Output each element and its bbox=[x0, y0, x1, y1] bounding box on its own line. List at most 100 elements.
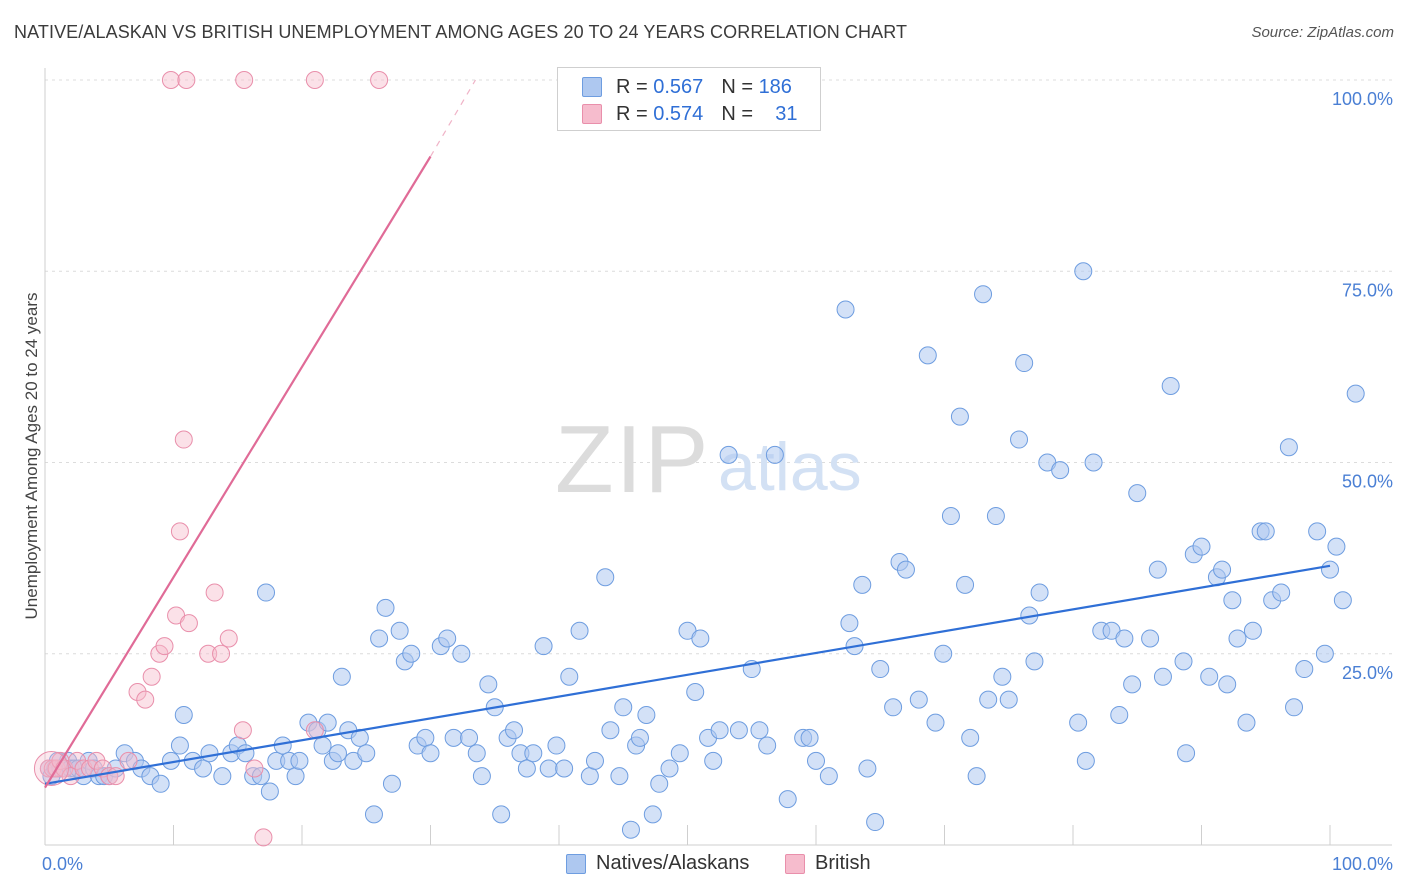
native-point bbox=[539, 759, 558, 778]
legend-row-natives: R = 0.567 N = 186 bbox=[582, 74, 792, 100]
native-point bbox=[534, 637, 553, 656]
series-legend: Natives/Alaskans British bbox=[0, 852, 1406, 876]
native-point bbox=[1256, 522, 1275, 541]
native-point bbox=[800, 728, 819, 747]
native-point bbox=[961, 728, 980, 747]
native-point bbox=[704, 751, 723, 770]
native-point bbox=[819, 767, 838, 786]
british-point bbox=[119, 751, 138, 770]
native-point bbox=[637, 705, 656, 724]
native-point bbox=[896, 560, 915, 579]
british-point bbox=[212, 644, 231, 663]
native-point bbox=[213, 767, 232, 786]
british-point bbox=[177, 71, 196, 89]
y-tick-label: 50.0% bbox=[1342, 472, 1393, 492]
native-point bbox=[547, 736, 566, 755]
stats-legend: R = 0.567 N = 186 R = 0.574 N = 31 bbox=[557, 67, 821, 131]
native-point bbox=[382, 774, 401, 793]
native-point bbox=[934, 644, 953, 663]
chart-title: NATIVE/ALASKAN VS BRITISH UNEMPLOYMENT A… bbox=[14, 22, 908, 42]
native-point bbox=[750, 721, 769, 740]
native-point bbox=[601, 721, 620, 740]
british-point bbox=[87, 751, 106, 770]
native-point bbox=[260, 782, 279, 801]
native-point bbox=[1285, 698, 1304, 717]
native-point bbox=[479, 675, 498, 694]
native-point bbox=[1315, 644, 1334, 663]
native-point bbox=[251, 767, 270, 786]
legend-n-value-natives: 186 bbox=[758, 75, 792, 98]
native-point bbox=[909, 690, 928, 709]
native-point bbox=[1141, 629, 1160, 648]
native-point bbox=[313, 736, 332, 755]
native-point bbox=[967, 767, 986, 786]
y-axis-title: Unemployment Among Ages 20 to 24 years bbox=[22, 293, 41, 620]
native-point bbox=[452, 644, 471, 663]
legend-n-label: N = bbox=[721, 75, 753, 98]
native-point bbox=[151, 774, 170, 793]
legend-r-label: R = bbox=[616, 102, 648, 125]
british-point bbox=[155, 637, 174, 656]
native-point bbox=[660, 759, 679, 778]
native-point bbox=[710, 721, 729, 740]
native-point bbox=[1237, 713, 1256, 732]
legend-swatch-british bbox=[582, 104, 602, 124]
native-point bbox=[376, 598, 395, 617]
native-point bbox=[778, 790, 797, 809]
native-point bbox=[691, 629, 710, 648]
native-point bbox=[200, 744, 219, 763]
native-point bbox=[758, 736, 777, 755]
native-point bbox=[979, 690, 998, 709]
native-point bbox=[416, 728, 435, 747]
legend-n-value-british: 31 bbox=[775, 102, 798, 125]
native-point bbox=[194, 759, 213, 778]
native-point bbox=[1015, 354, 1034, 373]
native-point bbox=[1069, 713, 1088, 732]
native-point bbox=[467, 744, 486, 763]
native-point bbox=[580, 767, 599, 786]
british-point bbox=[233, 721, 252, 740]
native-point bbox=[1213, 560, 1232, 579]
native-point bbox=[174, 705, 193, 724]
native-point bbox=[517, 759, 536, 778]
native-point bbox=[630, 728, 649, 747]
native-point bbox=[866, 813, 885, 832]
native-point bbox=[1148, 560, 1167, 579]
native-point bbox=[986, 507, 1005, 526]
series-label-british: British bbox=[815, 852, 871, 874]
native-point bbox=[765, 445, 784, 464]
native-point bbox=[1279, 438, 1298, 457]
native-point bbox=[884, 698, 903, 717]
series-legend-natives[interactable]: Natives/Alaskans bbox=[566, 852, 749, 875]
british-point-cluster bbox=[33, 751, 69, 786]
native-point bbox=[871, 660, 890, 679]
british-point bbox=[199, 644, 218, 663]
native-point bbox=[421, 744, 440, 763]
native-point bbox=[807, 751, 825, 770]
native-point bbox=[596, 568, 615, 587]
native-point bbox=[1084, 453, 1103, 472]
series-swatch-natives bbox=[566, 853, 586, 874]
series-swatch-british bbox=[785, 853, 805, 874]
native-point bbox=[836, 300, 855, 319]
native-point bbox=[1228, 629, 1247, 648]
native-point bbox=[686, 683, 705, 701]
series-legend-british[interactable]: British bbox=[785, 852, 871, 875]
legend-row-british: R = 0.574 N = 31 bbox=[582, 101, 797, 127]
british-point bbox=[128, 683, 147, 701]
legend-r-label: R = bbox=[616, 75, 648, 98]
native-point bbox=[357, 744, 376, 763]
native-point bbox=[444, 728, 463, 747]
native-point bbox=[1074, 262, 1093, 281]
native-point bbox=[1272, 583, 1291, 602]
native-point bbox=[1346, 384, 1365, 403]
native-point bbox=[1333, 591, 1352, 610]
native-point bbox=[438, 629, 457, 648]
watermark-atlas: atlas bbox=[718, 429, 862, 505]
native-point bbox=[993, 667, 1012, 686]
british-point bbox=[136, 690, 155, 709]
native-point bbox=[1030, 583, 1049, 602]
native-point bbox=[555, 759, 574, 778]
y-tick-label: 75.0% bbox=[1342, 280, 1393, 300]
native-point bbox=[290, 751, 309, 770]
